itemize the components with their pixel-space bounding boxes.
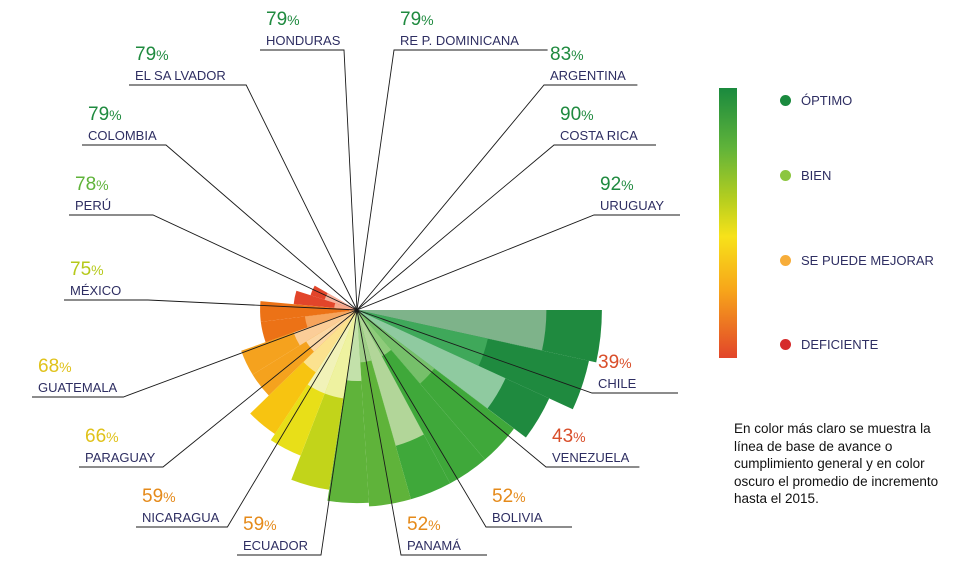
sector-inner-paraguay [303,310,357,373]
category-label-panama: PANAMÁ [407,538,461,553]
legend-item-optimo: ÓPTIMO [780,93,852,108]
leader-line-el-sa-lvador [129,84,358,311]
sector-inner-venezuela [334,303,357,310]
leader-line-re-p-dominicana [356,49,548,311]
sector-inner-panama [304,310,357,328]
legend-dot-optimo [780,95,791,106]
sector-inner-argentina [357,310,506,409]
data-label-peru: 78% [75,174,109,195]
legend-label-se-puede-mejorar: SE PUEDE MEJORAR [801,253,934,268]
data-label-honduras: 79% [266,9,300,30]
sector-inner-costa-rica [357,310,488,366]
legend-dot-se-puede-mejorar [780,255,791,266]
legend-dot-deficiente [780,339,791,350]
data-label-el-sa-lvador: 79% [135,44,169,65]
data-label-argentina: 83% [550,44,584,65]
sector-inner-uruguay [357,310,547,351]
sector-outer-honduras [357,310,485,484]
legend-label-deficiente: DEFICIENTE [801,337,879,352]
sector-inner-re-p-dominicana [357,310,435,384]
leader-line-uruguay [356,214,680,311]
data-label-chile: 39% [598,352,632,373]
category-label-mexico: MÉXICO [70,283,121,298]
data-label-guatemala: 68% [38,356,72,377]
data-label-venezuela: 43% [552,426,586,447]
leader-line-chile [356,309,678,394]
category-label-guatemala: GUATEMALA [38,380,118,395]
data-label-costa-rica: 90% [560,104,594,125]
data-label-colombia: 79% [88,104,122,125]
leader-line-costa-rica [356,144,656,311]
legend-gradient-bar [719,88,737,358]
leader-line-colombia [82,144,358,311]
data-label-re-p-dominicana: 79% [400,9,434,30]
leader-line-bolivia [356,309,572,528]
leader-line-peru [69,214,358,311]
category-label-bolivia: BOLIVIA [492,510,543,525]
category-label-honduras: HONDURAS [266,33,341,48]
data-label-ecuador: 59% [243,514,277,535]
category-label-argentina: ARGENTINA [550,68,626,83]
legend-item-bien: BIEN [780,168,831,183]
legend-item-se-puede-mejorar: SE PUEDE MEJORAR [780,253,934,268]
data-label-mexico: 75% [70,259,104,280]
legend-label-optimo: ÓPTIMO [801,93,853,108]
sector-inner-honduras [357,310,392,357]
category-label-venezuela: VENEZUELA [552,450,630,465]
leader-line-mexico [64,299,358,311]
legend-label-bien: BIEN [801,168,832,183]
category-label-paraguay: PARAGUAY [85,450,156,465]
category-label-el-sa-lvador: EL SA LVADOR [135,68,226,83]
data-label-nicaragua: 59% [142,486,176,507]
data-label-bolivia: 52% [492,486,526,507]
category-label-ecuador: ECUADOR [243,538,308,553]
category-label-colombia: COLOMBIA [88,128,157,143]
sector-inner-ecuador [293,310,357,346]
leader-line-paraguay [79,309,358,468]
leader-line-honduras [260,49,358,311]
sector-inner-peru [346,310,362,382]
sector-inner-mexico [324,310,357,399]
legend-dot-bien [780,170,791,181]
data-label-panama: 52% [407,514,441,535]
category-label-costa-rica: COSTA RICA [560,128,638,143]
category-label-re-p-dominicana: RE P. DOMINICANA [400,33,519,48]
leader-line-panama [356,309,487,556]
category-label-chile: CHILE [598,376,637,391]
leader-line-argentina [356,84,638,311]
leader-line-nicaragua [136,309,358,528]
leader-line-ecuador [237,309,358,556]
explanatory-note: En color más claro se muestra la línea d… [734,421,939,506]
category-label-nicaragua: NICARAGUA [142,510,220,525]
leader-line-venezuela [356,309,640,468]
category-label-uruguay: URUGUAY [600,198,664,213]
category-label-peru: PERÚ [75,198,111,213]
legend-item-deficiente: DEFICIENTE [780,337,878,352]
sector-inner-el-sa-lvador [357,310,424,446]
data-label-paraguay: 66% [85,426,119,447]
data-label-uruguay: 92% [600,174,634,195]
leader-line-guatemala [32,309,358,398]
sector-inner-colombia [357,310,372,363]
